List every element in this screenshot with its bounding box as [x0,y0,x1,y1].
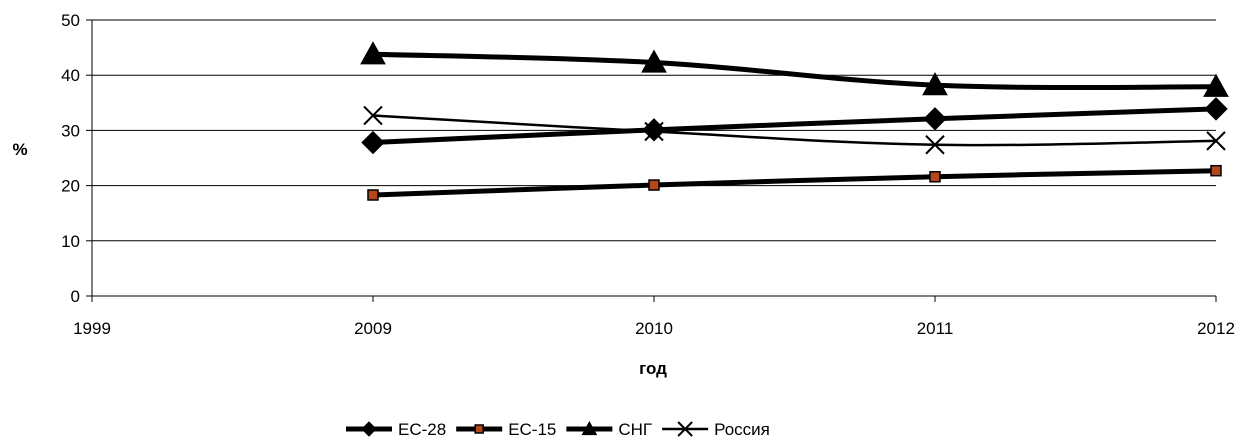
x-tick-labels: 1999 2009 2010 2011 2012 [73,319,1235,338]
y-tick-label: 10 [61,232,80,251]
legend-swatch-marker [581,420,598,436]
data-point [367,189,379,201]
data-point [644,121,664,142]
series-line [372,51,1217,91]
data-point [363,105,383,126]
data-point [929,171,941,183]
legend-item: ЕС-15 [456,420,556,439]
legend-label: Россия [714,420,770,439]
legend-swatch-marker [677,421,693,437]
series-line [372,106,1217,146]
data-point [1206,131,1226,151]
axes [86,19,1217,302]
series-1 [367,164,1222,201]
x-tick-label: 1999 [73,319,111,338]
y-tick-label: 20 [61,177,80,196]
y-axis-title: % [12,140,27,159]
data-point [648,179,660,191]
legend-label: ЕС-15 [508,420,556,439]
data-point [641,49,667,73]
data-point [642,118,666,142]
x-tick-label: 2012 [1197,319,1235,338]
data-point [925,135,945,155]
series-3 [363,105,1226,155]
data-point [360,41,386,65]
y-tick-label: 0 [71,287,80,306]
series-line [372,168,1217,198]
legend-label: СНГ [618,420,652,439]
y-tick-label: 50 [61,11,80,30]
series-line [372,114,1217,147]
x-axis-title: год [639,359,667,378]
legend-swatch-marker [474,424,484,434]
legend-swatch-marker [361,421,377,437]
data-point [923,107,947,131]
series-lines [360,41,1229,201]
x-tick-label: 2010 [635,319,673,338]
series-0 [361,97,1228,155]
data-point [1204,97,1228,121]
legend: ЕС-28 ЕС-15 СНГ Россия [346,420,770,439]
y-tick-labels: 0 10 20 30 40 50 [61,11,80,306]
y-tick-label: 40 [61,66,80,85]
x-tick-label: 2009 [354,319,392,338]
legend-label: ЕС-28 [398,420,446,439]
data-point [1210,164,1222,177]
data-point [1203,73,1229,97]
legend-item: СНГ [566,420,652,439]
x-tick-label: 2011 [917,319,954,338]
data-point [361,130,385,155]
legend-item: Россия [662,420,770,439]
data-point [922,72,948,96]
y-tick-label: 30 [61,121,80,140]
series-2 [360,41,1229,97]
legend-item: ЕС-28 [346,420,446,439]
